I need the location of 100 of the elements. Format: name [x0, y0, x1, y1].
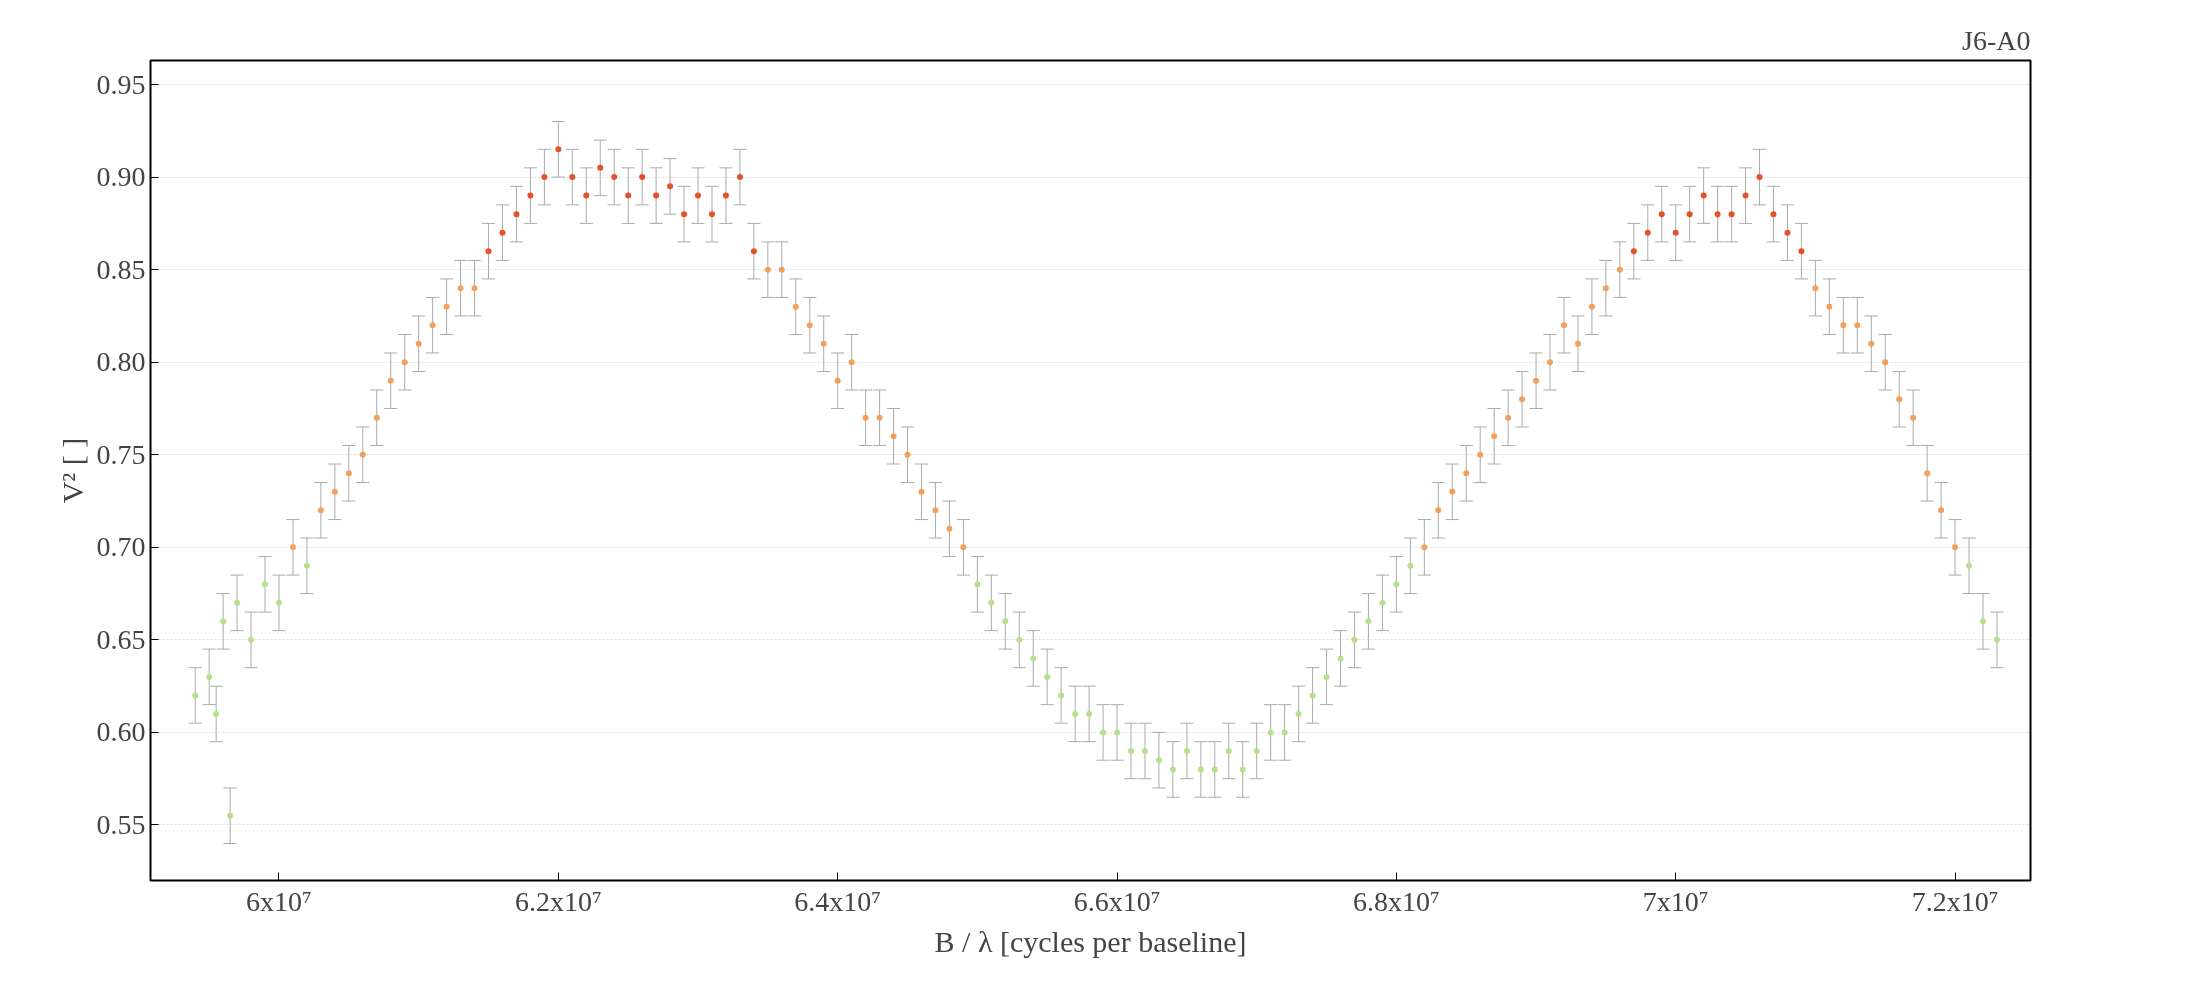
point — [1924, 470, 1931, 477]
point — [1812, 285, 1819, 292]
point — [1463, 470, 1470, 477]
point — [1798, 248, 1805, 255]
x-axis-title: B / λ [cycles per baseline] — [934, 924, 1247, 958]
point — [1952, 544, 1959, 551]
point — [1686, 211, 1693, 218]
point — [1323, 673, 1330, 680]
point — [1267, 729, 1274, 736]
point — [1295, 710, 1302, 717]
point — [1407, 562, 1414, 569]
point — [667, 183, 674, 190]
y-tick-label: 0.60 — [96, 716, 146, 748]
point — [1742, 192, 1749, 199]
point — [513, 211, 520, 218]
point — [695, 192, 702, 199]
x-tick-label: 7.2x10⁷ — [1911, 885, 1999, 917]
point — [681, 211, 688, 218]
point — [1477, 451, 1484, 458]
point — [1784, 229, 1791, 236]
y-tick-label: 0.55 — [96, 808, 146, 840]
point — [1574, 340, 1581, 347]
x-tick-label: 6.2x10⁷ — [514, 885, 602, 917]
point — [1449, 488, 1456, 495]
point — [625, 192, 632, 199]
point — [1896, 396, 1903, 403]
point — [1365, 618, 1372, 625]
point — [820, 340, 827, 347]
chart-title: J6-A0 — [1962, 24, 2031, 56]
point — [541, 174, 548, 181]
point — [206, 673, 213, 680]
point — [1337, 655, 1344, 662]
point — [1197, 766, 1204, 773]
point — [611, 174, 618, 181]
point — [1616, 266, 1623, 273]
point — [806, 322, 813, 329]
y-tick-label: 0.70 — [96, 531, 146, 563]
point — [1281, 729, 1288, 736]
point — [1141, 747, 1148, 754]
point — [639, 174, 646, 181]
x-tick-label: 6.8x10⁷ — [1353, 885, 1440, 917]
point — [1728, 211, 1735, 218]
point — [932, 507, 939, 514]
point — [1993, 636, 2000, 643]
point — [653, 192, 660, 199]
point — [1868, 340, 1875, 347]
point — [1421, 544, 1428, 551]
point — [736, 174, 743, 181]
point — [1714, 211, 1721, 218]
point — [317, 507, 324, 514]
point — [1379, 599, 1386, 606]
point — [1351, 636, 1358, 643]
y-tick-label: 0.95 — [96, 68, 146, 100]
point — [1644, 229, 1651, 236]
y-tick-label: 0.90 — [96, 161, 146, 193]
point — [345, 470, 352, 477]
point — [750, 248, 757, 255]
point — [862, 414, 869, 421]
point — [974, 581, 981, 588]
point — [722, 192, 729, 199]
point — [1183, 747, 1190, 754]
y-tick-label: 0.85 — [96, 253, 146, 285]
point — [192, 692, 199, 699]
point — [1239, 766, 1246, 773]
point — [960, 544, 967, 551]
point — [1169, 766, 1176, 773]
point — [1030, 655, 1037, 662]
point — [457, 285, 464, 292]
point — [569, 174, 576, 181]
point — [373, 414, 380, 421]
point — [1700, 192, 1707, 199]
point — [276, 599, 282, 606]
point — [848, 359, 855, 366]
point — [415, 340, 422, 347]
point — [1100, 729, 1107, 736]
y-tick-label: 0.75 — [96, 438, 146, 470]
x-tick-label: 7x10⁷ — [1642, 885, 1709, 917]
point — [1966, 562, 1973, 569]
point — [499, 229, 506, 236]
point — [1938, 507, 1945, 514]
point — [331, 488, 338, 495]
point — [1770, 211, 1777, 218]
point — [1826, 303, 1833, 310]
point — [1519, 396, 1526, 403]
point — [227, 812, 234, 819]
x-tick-label: 6.6x10⁷ — [1073, 885, 1161, 917]
point — [1602, 285, 1609, 292]
point — [890, 433, 897, 440]
point — [1854, 322, 1861, 329]
point — [1072, 710, 1079, 717]
point — [248, 636, 255, 643]
point — [485, 248, 492, 255]
point — [429, 322, 436, 329]
point — [471, 285, 478, 292]
point — [1672, 229, 1679, 236]
point — [792, 303, 799, 310]
point — [708, 211, 715, 218]
point — [1253, 747, 1260, 754]
point — [1155, 757, 1162, 764]
point — [1086, 710, 1093, 717]
